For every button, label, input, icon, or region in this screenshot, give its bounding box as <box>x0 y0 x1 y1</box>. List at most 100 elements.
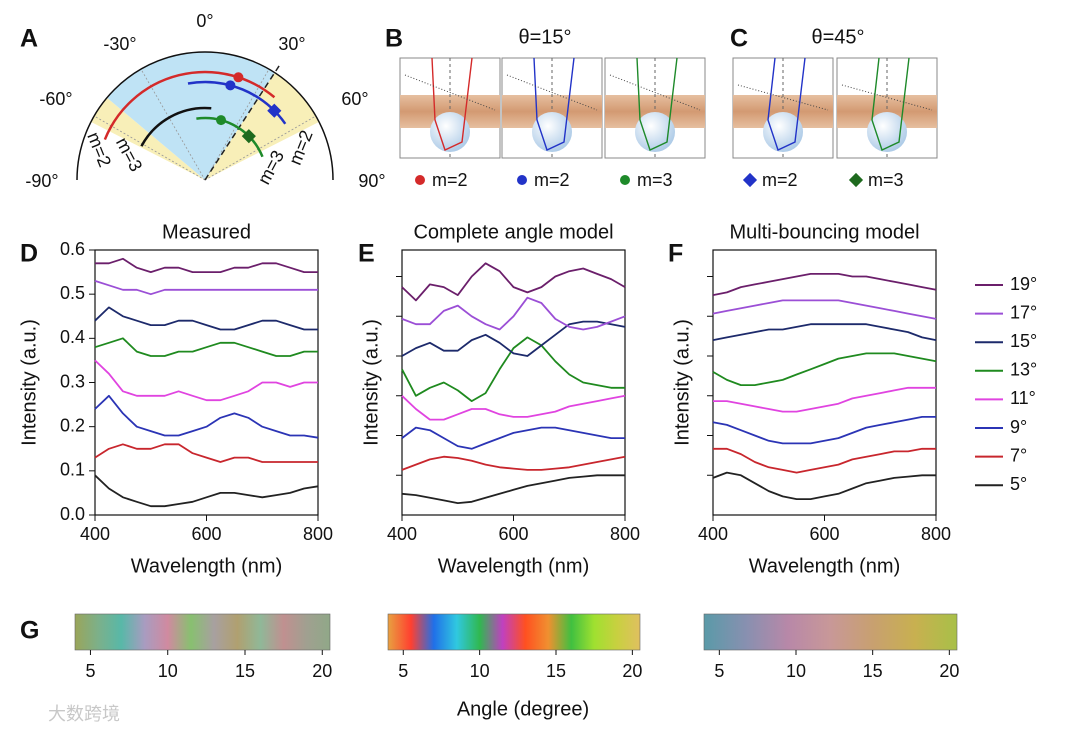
x-tick-label: 15 <box>546 661 566 681</box>
angle-label: -90° <box>25 171 58 191</box>
data-line <box>401 336 625 402</box>
marker <box>225 80 236 91</box>
marker <box>267 103 282 118</box>
guide-line <box>204 115 317 181</box>
x-tick-label: 600 <box>498 524 528 544</box>
outer-arc <box>76 51 334 181</box>
particle <box>763 112 803 152</box>
angle-label: 0° <box>196 11 213 31</box>
x-tick-label: 10 <box>158 661 178 681</box>
legend-label: m=3 <box>637 170 673 190</box>
data-line <box>401 426 625 450</box>
legend-label: 11° <box>1010 388 1036 408</box>
data-line <box>401 474 625 504</box>
x-tick-label: 800 <box>610 524 640 544</box>
legend-marker <box>848 172 864 188</box>
ray <box>871 57 910 151</box>
ray-diagram <box>501 57 603 159</box>
data-line <box>94 306 318 331</box>
y-tick-label: 0.0 <box>60 504 85 524</box>
panel-letter: C <box>730 25 748 53</box>
mode-arc <box>196 116 264 158</box>
guide-line <box>140 68 206 181</box>
data-line <box>713 386 936 413</box>
legend-label: 15° <box>1010 331 1037 351</box>
chart-title: Measured <box>162 221 251 243</box>
data-line <box>94 474 319 508</box>
particle <box>430 112 470 152</box>
x-axis-label: Wavelength (nm) <box>438 555 590 577</box>
legend-label: 5° <box>1010 474 1027 494</box>
x-tick-label: 20 <box>312 661 332 681</box>
watermark: 大数跨境 <box>48 704 120 724</box>
y-axis-label: Intensity (a.u.) <box>360 319 382 446</box>
data-line <box>401 455 626 471</box>
x-axis-label: Wavelength (nm) <box>749 555 901 577</box>
guide-line <box>93 115 206 181</box>
data-line <box>401 262 626 302</box>
yellow-sector <box>205 72 320 180</box>
x-tick-label: 800 <box>303 524 333 544</box>
panel-title: θ=45° <box>811 26 864 48</box>
legend-label: 17° <box>1010 302 1037 322</box>
legend-label: m=2 <box>762 170 798 190</box>
data-line <box>401 320 626 357</box>
data-line <box>713 447 936 474</box>
panel-letter: D <box>20 240 38 268</box>
panel-letter: A <box>20 25 38 53</box>
x-tick-label: 5 <box>85 661 95 681</box>
legend-marker <box>620 175 630 185</box>
colorbar <box>74 613 331 651</box>
x-tick-label: 400 <box>698 524 728 544</box>
x-tick-label: 10 <box>786 661 806 681</box>
y-tick-label: 0.3 <box>60 371 85 391</box>
y-axis-label: Intensity (a.u.) <box>671 319 693 446</box>
ray-diagram <box>399 57 501 159</box>
data-line <box>94 337 318 357</box>
y-tick-label: 0.5 <box>60 283 85 303</box>
chart-title: Complete angle model <box>413 221 613 243</box>
mode-label: m=3 <box>254 147 288 188</box>
panel-letter: F <box>668 240 683 268</box>
data-line <box>712 299 937 320</box>
y-tick-label: 0.2 <box>60 415 85 435</box>
particle <box>867 112 907 152</box>
legend-label: m=2 <box>534 170 570 190</box>
ray-aux <box>737 84 829 111</box>
x-tick-label: 400 <box>387 524 417 544</box>
data-line <box>94 394 319 439</box>
x-tick-label: 20 <box>622 661 642 681</box>
legend-label: 9° <box>1010 417 1027 437</box>
legend-label: m=2 <box>432 170 468 190</box>
data-line <box>95 257 318 273</box>
x-tick-label: 15 <box>235 661 255 681</box>
panel-letter: B <box>385 25 403 53</box>
ray-aux <box>506 74 598 111</box>
y-tick-label: 0.6 <box>60 239 85 259</box>
ray <box>533 57 575 151</box>
legend-label: 19° <box>1010 274 1037 294</box>
particle <box>635 112 675 152</box>
dashed-axis <box>204 62 282 181</box>
ray-aux <box>841 84 933 111</box>
ray <box>431 57 473 151</box>
panel-letter: G <box>20 617 39 645</box>
angle-label: -60° <box>39 89 72 109</box>
ray <box>767 57 806 151</box>
data-line <box>712 416 936 445</box>
legend-marker <box>517 175 527 185</box>
angle-label: 90° <box>358 171 385 191</box>
angle-label: 60° <box>341 89 368 109</box>
marker <box>216 115 227 126</box>
mode-label: m=2 <box>83 129 115 169</box>
legend-label: m=3 <box>868 170 904 190</box>
data-line <box>401 394 626 421</box>
marker <box>233 72 244 83</box>
data-line <box>94 443 318 463</box>
colorbar <box>387 613 641 651</box>
data-line <box>712 352 937 386</box>
x-tick-label: 800 <box>921 524 951 544</box>
y-tick-label: 0.4 <box>60 327 85 347</box>
